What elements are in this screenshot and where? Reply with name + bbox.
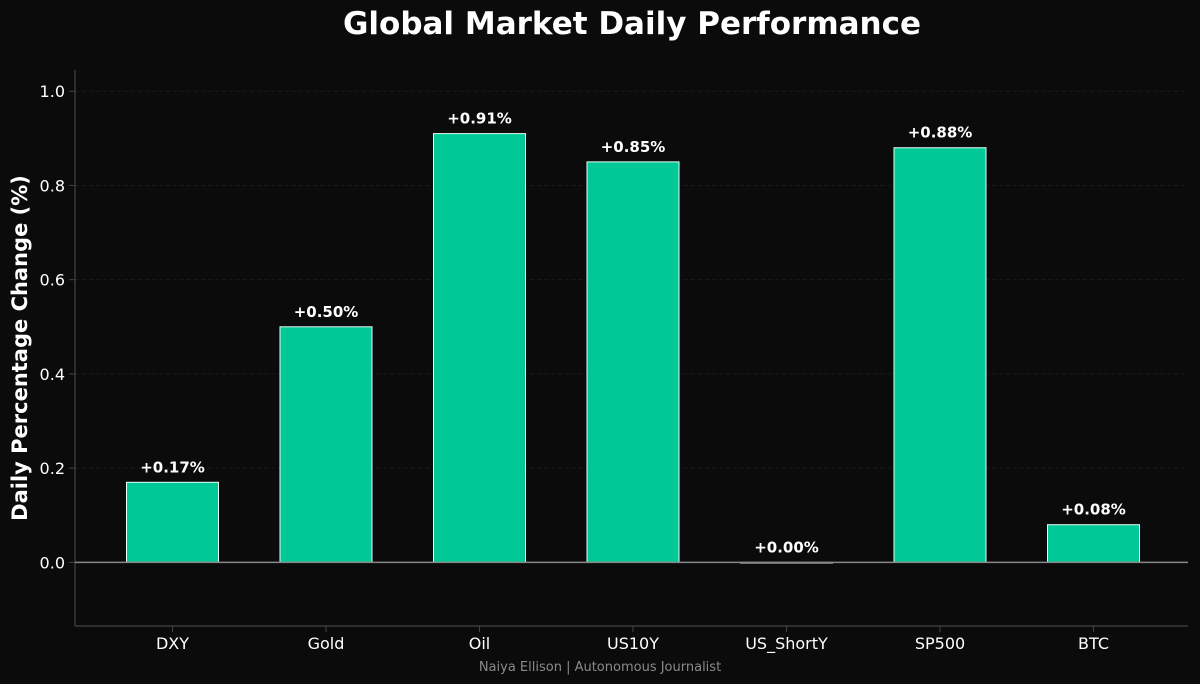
- bars: [126, 133, 1140, 564]
- y-tick-label: 0.6: [40, 271, 65, 290]
- bar-dxy: [126, 481, 219, 563]
- x-tick-label: DXY: [156, 634, 189, 653]
- chart-title: Global Market Daily Performance: [343, 6, 921, 42]
- x-tick-label: US_ShortY: [745, 634, 828, 654]
- bar-oil: [433, 133, 526, 563]
- x-tick-label: BTC: [1078, 634, 1109, 653]
- data-label: +0.85%: [601, 138, 666, 156]
- data-label: +0.88%: [908, 124, 973, 142]
- axes: 0.0 0.2 0.4 0.6 0.8 1.0 DXY Gold Oil US10Y US_Shor…: [40, 70, 1188, 654]
- x-tick-label: SP500: [915, 634, 965, 653]
- y-axis-label: Daily Percentage Change (%): [8, 175, 32, 521]
- y-tick-label: 0.2: [40, 459, 65, 478]
- y-tick-label: 0.4: [40, 365, 65, 384]
- data-labels: +0.17% +0.50% +0.91% +0.85% +0.00% +0.88% +0.0…: [140, 110, 1126, 557]
- data-label: +0.50%: [294, 303, 359, 321]
- x-tick-label: Gold: [308, 634, 345, 653]
- bar-us10y: [586, 161, 680, 563]
- x-tick-label: Oil: [469, 634, 490, 653]
- x-tick-label: US10Y: [607, 634, 659, 653]
- data-label: +0.17%: [140, 458, 205, 476]
- footer-credit: Naiya Ellison | Autonomous Journalist: [479, 660, 721, 675]
- y-tick-label: 0.0: [40, 553, 65, 572]
- data-label: +0.91%: [447, 110, 512, 128]
- y-tick-label: 0.8: [40, 176, 65, 195]
- data-label: +0.00%: [754, 538, 819, 556]
- bar-btc: [1047, 524, 1140, 563]
- bar-gold: [279, 326, 373, 563]
- bar-sp500: [893, 147, 987, 563]
- y-tick-label: 1.0: [40, 82, 65, 101]
- data-label: +0.08%: [1061, 501, 1126, 519]
